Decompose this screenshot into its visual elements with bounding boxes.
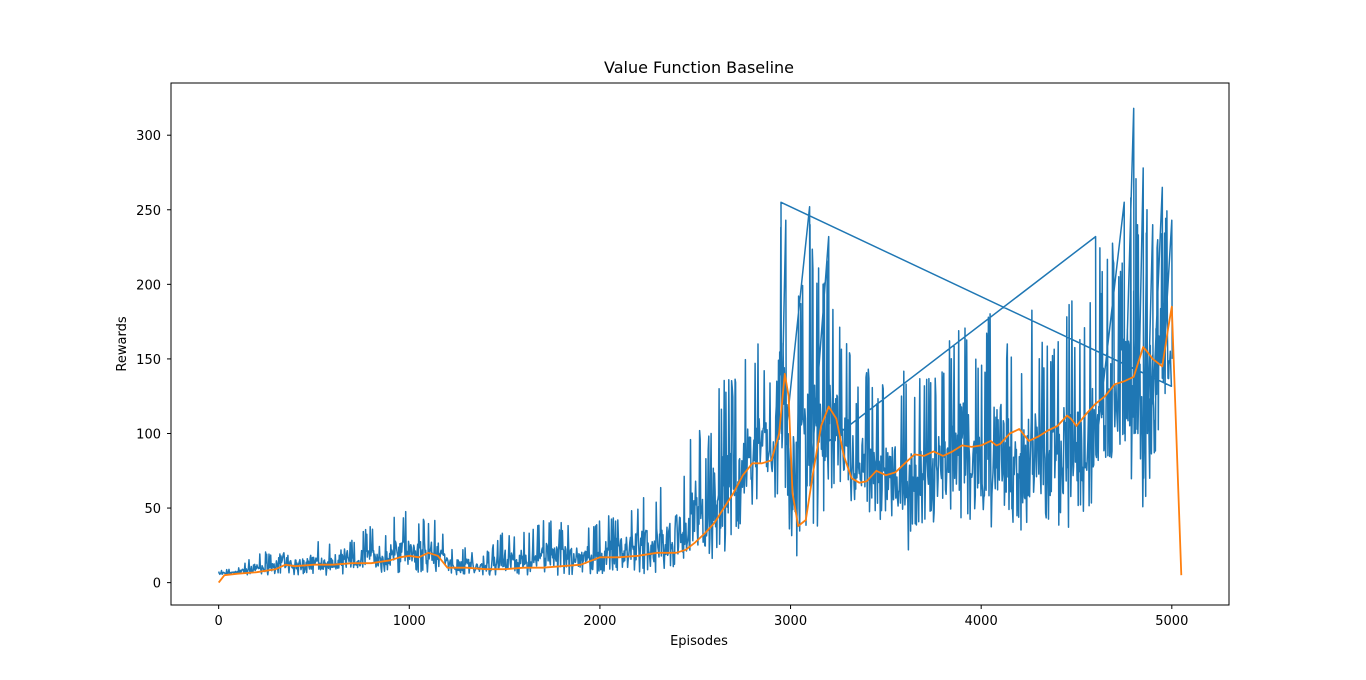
y-tick-label: 300 <box>136 129 161 144</box>
y-tick-label: 200 <box>136 278 161 293</box>
plot-frame <box>170 82 1230 606</box>
series-layer <box>217 107 1183 584</box>
y-tick-label: 50 <box>144 502 161 517</box>
x-tick-label: 4000 <box>965 614 998 629</box>
x-tick-label: 2000 <box>583 614 616 629</box>
y-tick-label: 0 <box>153 577 161 592</box>
y-tick-label: 150 <box>136 353 161 368</box>
series-moving-average-line <box>217 305 1183 584</box>
y-tick-label: 250 <box>136 204 161 219</box>
x-tick-label: 1000 <box>393 614 426 629</box>
axes-layer: 0 1000 2000 3000 4000 5000 0 50 100 150 200 250 300 <box>136 82 1230 629</box>
x-tick-label: 5000 <box>1155 614 1188 629</box>
chart-title: Value Function Baseline <box>604 58 794 77</box>
y-axis-title: Rewards <box>115 316 130 371</box>
x-axis-title: Episodes <box>670 634 728 649</box>
y-tick-label: 100 <box>136 427 161 442</box>
x-tick-label: 0 <box>215 614 223 629</box>
series-raw-rewards-line <box>217 107 1173 576</box>
x-tick-label: 3000 <box>774 614 807 629</box>
